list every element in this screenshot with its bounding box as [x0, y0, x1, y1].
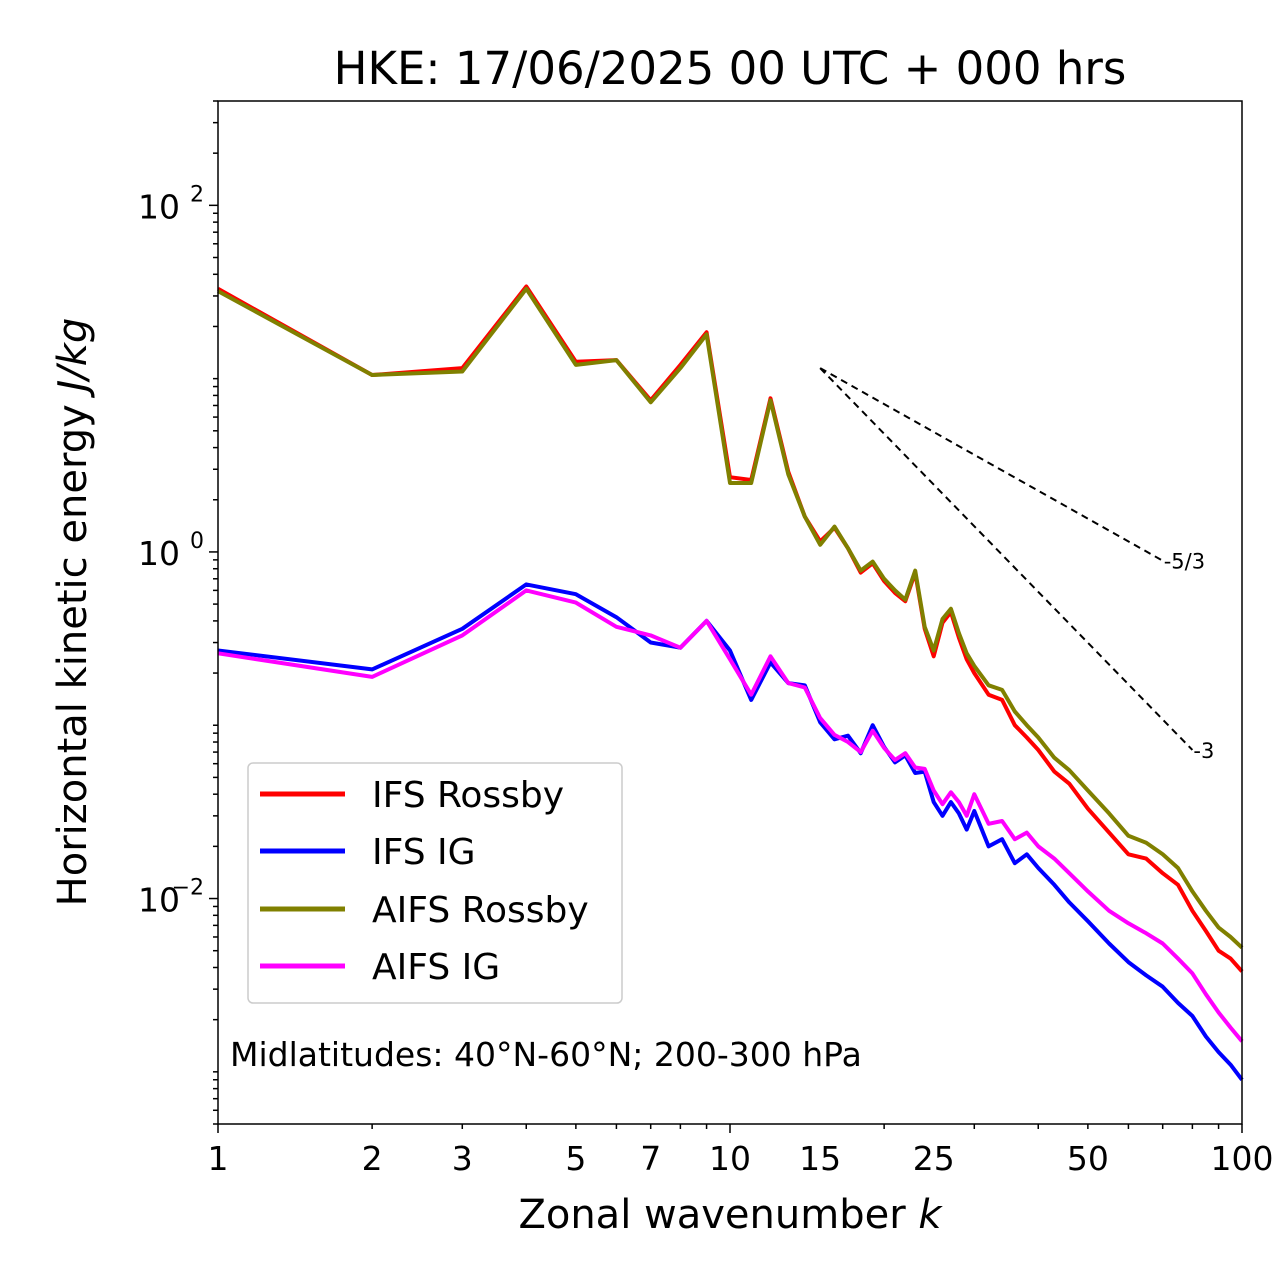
x-tick-label: 100 — [1211, 1139, 1274, 1178]
y-axis-label: Horizontal kinetic energy J/kg — [50, 318, 96, 907]
x-tick-label: 1 — [208, 1139, 229, 1178]
y-tick-label: 10 — [138, 534, 180, 573]
y-tick-label: 10 — [138, 187, 180, 226]
legend-label-ifs-rossby: IFS Rossby — [372, 775, 564, 816]
x-axis-label: Zonal wavenumber k — [518, 1192, 943, 1238]
y-tick-exponent: −2 — [172, 876, 204, 901]
legend-label-aifs-rossby: AIFS Rossby — [372, 890, 589, 931]
series-line-aifs-rossby — [217, 286, 1244, 950]
region-annotation: Midlatitudes: 40°N-60°N; 200-300 hPa — [230, 1035, 862, 1074]
chart-title: HKE: 17/06/2025 00 UTC + 000 hrs — [334, 42, 1127, 95]
legend-box — [247, 762, 623, 1004]
slope-label-5-3: -5/3 — [1164, 550, 1205, 574]
series-layer — [217, 284, 1244, 1082]
x-tick-label: 10 — [709, 1139, 751, 1178]
x-tick-label: 7 — [640, 1139, 661, 1178]
x-tick-label: 50 — [1067, 1139, 1109, 1178]
reference-slopes: -5/3 -3 — [819, 367, 1214, 763]
y-tick-exponent: 2 — [190, 182, 204, 207]
legend-label-ifs-ig: IFS IG — [372, 832, 476, 873]
slope-label-3: -3 — [1193, 739, 1214, 763]
x-tick-label: 2 — [362, 1139, 383, 1178]
slope-line-5-3 — [819, 367, 1164, 562]
series-line-aifs-ig — [217, 588, 1244, 1043]
x-tick-label: 3 — [452, 1139, 473, 1178]
y-tick-label: 10 — [138, 881, 180, 920]
x-tick-label: 25 — [913, 1139, 955, 1178]
slope-line-3 — [819, 367, 1194, 751]
legend: IFS Rossby IFS IG AIFS Rossby AIFS IG — [247, 762, 623, 1004]
legend-label-aifs-ig: AIFS IG — [372, 947, 500, 988]
x-axis-ticks: 1 2 3 5 7 10 15 25 50 100 — [208, 1124, 1274, 1178]
x-tick-label: 5 — [565, 1139, 586, 1178]
x-tick-label: 15 — [799, 1139, 841, 1178]
y-tick-exponent: 0 — [190, 529, 204, 554]
